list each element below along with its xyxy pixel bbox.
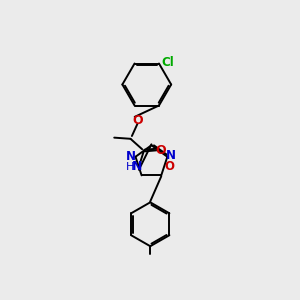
Text: Cl: Cl [162, 56, 175, 69]
Text: H: H [126, 161, 134, 172]
Text: N: N [132, 160, 143, 173]
Text: N: N [166, 149, 176, 162]
Text: O: O [155, 144, 166, 157]
Text: O: O [164, 160, 174, 172]
Text: O: O [132, 114, 143, 127]
Text: N: N [126, 150, 136, 163]
